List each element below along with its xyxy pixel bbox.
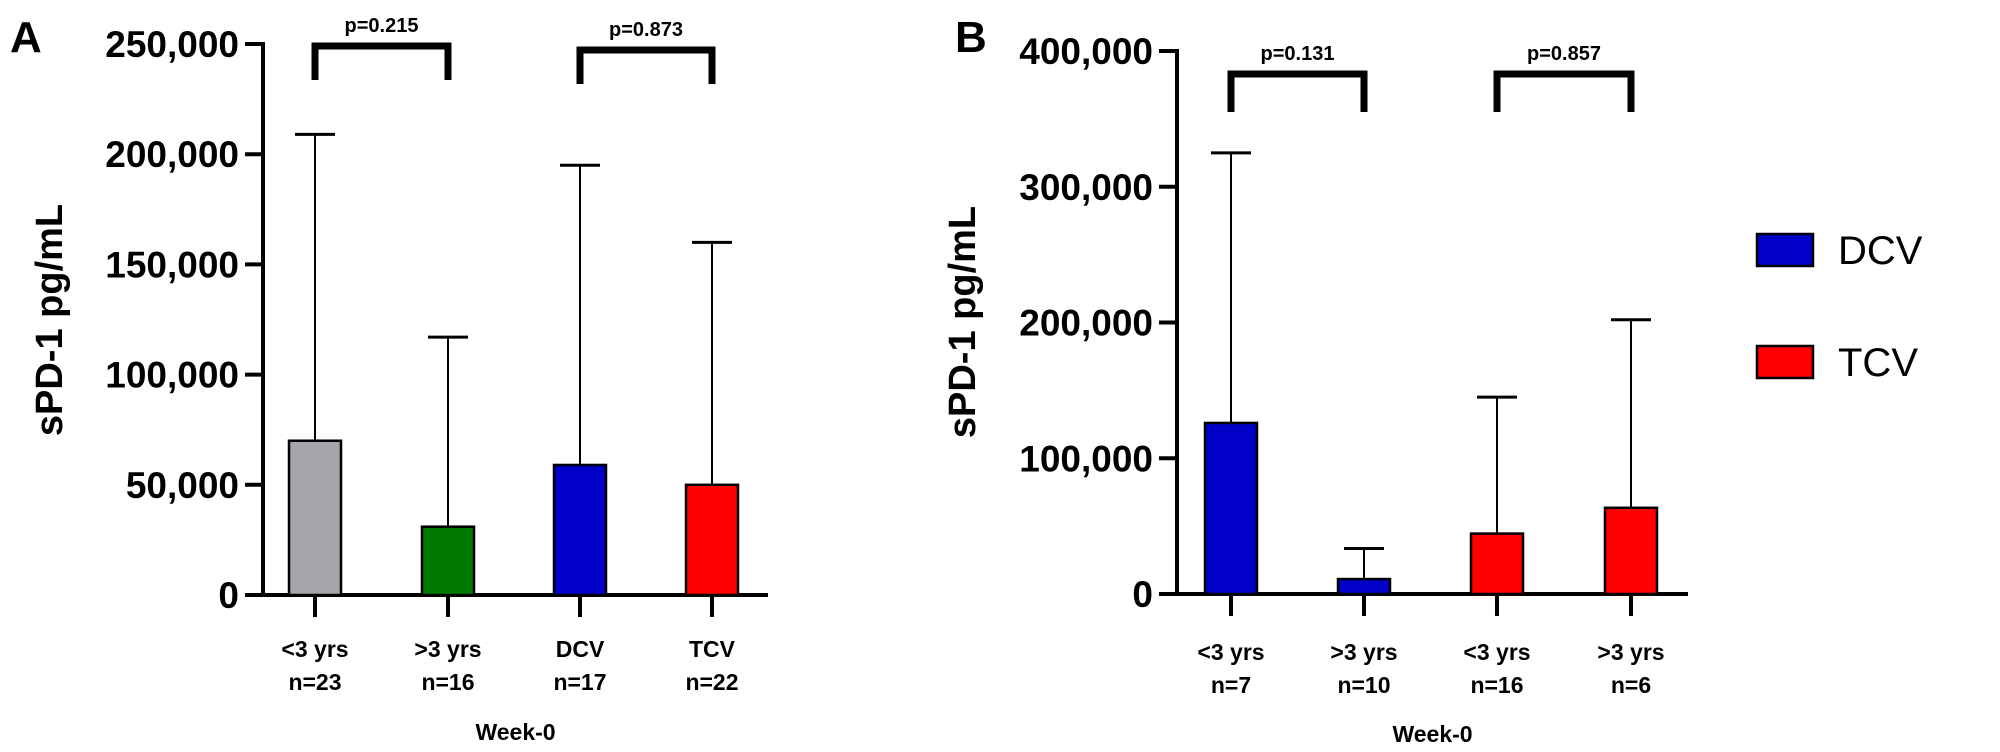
p-value-label: p=0.215	[345, 15, 419, 37]
y-tick-label: 100,000	[105, 355, 239, 396]
x-tick-label: >3 yrs	[1597, 639, 1664, 665]
y-axis-title: sPD-1 pg/mL	[942, 206, 984, 438]
x-tick-label-n: n=23	[288, 669, 341, 695]
x-tick-label: TCV	[689, 636, 736, 662]
y-tick-label: 250,000	[105, 24, 239, 65]
x-tick-label: >3 yrs	[1330, 639, 1397, 665]
legend-label: DCV	[1838, 229, 1923, 273]
legend-swatch	[1755, 344, 1815, 380]
bar	[684, 483, 740, 597]
bar	[1203, 421, 1259, 596]
significance-bracket	[311, 42, 452, 80]
bar	[552, 463, 608, 597]
x-tick-label: <3 yrs	[1463, 639, 1530, 665]
p-value-label: p=0.131	[1261, 43, 1335, 65]
y-tick-label: 0	[1132, 574, 1153, 615]
panel-label: A	[10, 13, 42, 62]
y-tick-label: 0	[218, 575, 239, 616]
p-value-label: p=0.873	[609, 19, 683, 41]
bar	[287, 439, 343, 597]
bar	[1469, 532, 1525, 596]
bar	[420, 525, 476, 597]
x-tick-label: >3 yrs	[414, 636, 481, 662]
x-tick-label-n: n=22	[685, 669, 738, 695]
x-tick-label: DCV	[556, 636, 605, 662]
x-tick-label-n: n=7	[1211, 672, 1251, 698]
y-axis-title: sPD-1 pg/mL	[29, 204, 71, 436]
legend-swatch	[1755, 232, 1815, 268]
x-tick-label-n: n=10	[1337, 672, 1390, 698]
bar	[1336, 577, 1392, 596]
legend-label: TCV	[1838, 341, 1918, 385]
p-value-label: p=0.857	[1527, 43, 1601, 65]
x-axis-title: Week-0	[1392, 721, 1472, 747]
x-tick-label-n: n=6	[1611, 672, 1651, 698]
legend: DCV TCV	[1755, 229, 1923, 385]
y-tick-label: 200,000	[105, 134, 239, 175]
y-tick-label: 100,000	[1019, 438, 1153, 479]
x-tick-label-n: n=16	[1470, 672, 1523, 698]
significance-bracket	[1227, 70, 1368, 112]
significance-bracket	[576, 46, 716, 84]
y-tick-label: 300,000	[1019, 167, 1153, 208]
x-tick-label: <3 yrs	[1197, 639, 1264, 665]
bar	[1603, 506, 1659, 596]
x-tick-label: <3 yrs	[281, 636, 348, 662]
x-axis-title: Week-0	[475, 719, 555, 745]
significance-bracket	[1493, 70, 1635, 112]
y-tick-label: 200,000	[1019, 303, 1153, 344]
x-tick-label-n: n=17	[553, 669, 606, 695]
y-tick-label: 150,000	[105, 244, 239, 285]
panel-label: B	[955, 13, 987, 62]
x-tick-label-n: n=16	[421, 669, 474, 695]
y-tick-label: 50,000	[126, 465, 239, 506]
y-tick-label: 400,000	[1019, 31, 1153, 72]
